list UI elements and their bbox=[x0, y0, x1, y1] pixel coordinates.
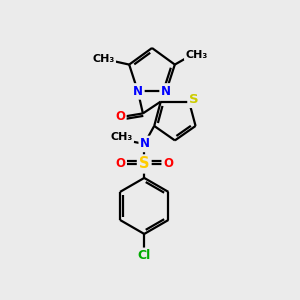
Text: N: N bbox=[140, 137, 150, 150]
Text: S: S bbox=[139, 156, 149, 171]
Text: N: N bbox=[161, 85, 171, 98]
Text: CH₃: CH₃ bbox=[92, 54, 114, 64]
Text: Cl: Cl bbox=[138, 249, 151, 262]
Text: CH₃: CH₃ bbox=[110, 132, 132, 142]
Text: O: O bbox=[163, 158, 173, 170]
Text: S: S bbox=[189, 93, 199, 106]
Text: O: O bbox=[115, 158, 125, 170]
Text: N: N bbox=[133, 85, 143, 98]
Text: O: O bbox=[115, 110, 125, 123]
Text: CH₃: CH₃ bbox=[186, 50, 208, 60]
